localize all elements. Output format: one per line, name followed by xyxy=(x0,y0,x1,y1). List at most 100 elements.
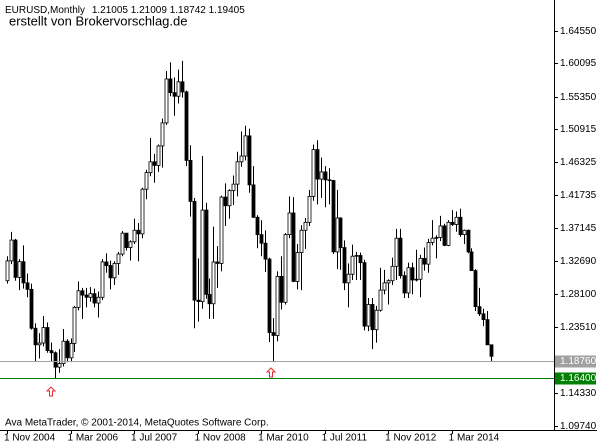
y-tick-label: 1.09740 xyxy=(560,421,597,432)
candle-body xyxy=(136,229,141,235)
plot xyxy=(5,60,494,378)
candle-body xyxy=(152,161,157,166)
candle-body xyxy=(442,225,447,246)
candle-body xyxy=(255,216,260,235)
candle-body xyxy=(33,327,38,346)
candle-body xyxy=(315,149,320,180)
candle-body xyxy=(370,304,375,331)
fractal-arrow xyxy=(45,386,57,397)
candle-body xyxy=(275,275,280,336)
candle-body xyxy=(243,135,248,157)
candle-body xyxy=(303,221,308,231)
candle-body xyxy=(247,135,252,186)
candle-body xyxy=(156,145,161,166)
candle-body xyxy=(430,237,435,243)
candle-body xyxy=(378,289,383,311)
watermark: erstellt von Brokervorschlag.de xyxy=(9,13,187,28)
candle-body xyxy=(271,332,276,336)
candle-body xyxy=(25,282,30,290)
candle-body xyxy=(128,241,133,248)
candle-body xyxy=(172,92,177,97)
candle-body xyxy=(13,239,18,278)
candle-body xyxy=(80,290,85,296)
candle-body xyxy=(402,275,407,294)
copyright: Ava MetaTrader, © 2001-2014, MetaQuotes … xyxy=(5,418,269,429)
candle-body xyxy=(251,184,256,218)
candle-body xyxy=(362,262,367,327)
candle-body xyxy=(489,344,494,357)
x-tick-label: 1 Nov 2008 xyxy=(195,433,247,444)
x-tick-label: 1 Nov 2004 xyxy=(4,433,56,444)
candle-body xyxy=(342,247,347,284)
candle-body xyxy=(104,261,109,266)
level-label-box xyxy=(555,355,596,368)
candle-body xyxy=(5,260,10,282)
candle-body xyxy=(49,350,54,354)
candle-body xyxy=(164,78,169,124)
candle-body xyxy=(477,306,482,315)
candle-body xyxy=(485,319,490,346)
candle-body xyxy=(469,251,474,272)
x-tick-label: 1 Mar 2010 xyxy=(258,433,309,444)
y-tick-label: 1.50915 xyxy=(560,124,597,135)
candle-body xyxy=(291,212,296,282)
candle-body xyxy=(263,242,268,260)
y-tick-label: 1.41735 xyxy=(560,190,597,201)
candle-body xyxy=(346,273,351,284)
candle-body xyxy=(414,278,419,281)
candle-body xyxy=(65,340,70,359)
candle-body xyxy=(283,234,288,303)
y-tick-label: 1.32690 xyxy=(560,256,597,267)
candle-body xyxy=(406,267,411,294)
candle-body xyxy=(207,293,212,305)
candle-body xyxy=(188,159,193,202)
candle-body xyxy=(69,342,74,359)
candle-body xyxy=(279,275,284,303)
candle-body xyxy=(160,122,165,147)
candle-body xyxy=(124,232,129,248)
candle-body xyxy=(422,257,427,265)
y-tick-label: 1.14330 xyxy=(560,388,597,399)
symbol: EURUSD,Monthly xyxy=(5,5,85,16)
last-high: 1.21009 xyxy=(131,5,168,16)
candle-body xyxy=(108,265,113,279)
chart-header: EURUSD,Monthly 1.21005 1.21009 1.18742 1… xyxy=(5,5,245,16)
candle-body xyxy=(184,91,189,161)
candle-body xyxy=(176,81,181,97)
candle-body xyxy=(311,149,316,197)
candle-body xyxy=(148,161,153,174)
fractal-arrow xyxy=(265,367,277,378)
candle-body xyxy=(458,216,463,235)
candle-body xyxy=(215,261,220,264)
candle-body xyxy=(219,196,224,264)
candle-body xyxy=(72,306,77,344)
x-tick-label: 1 Mar 2006 xyxy=(68,433,119,444)
candle-body xyxy=(350,255,355,275)
y-tick-label: 1.64550 xyxy=(560,26,597,37)
x-tick-label: 1 Jul 2007 xyxy=(131,433,178,444)
y-tick-label: 1.28100 xyxy=(560,289,597,300)
candle-body xyxy=(239,155,244,163)
candle-body xyxy=(227,190,232,207)
candle-body xyxy=(116,253,121,264)
candle-body xyxy=(358,255,363,264)
candle-body xyxy=(382,282,387,291)
candle-body xyxy=(466,229,471,253)
candle-body xyxy=(223,196,228,207)
candle-body xyxy=(92,293,97,304)
candle-body xyxy=(140,188,145,235)
candle-body xyxy=(96,296,101,304)
candle-body xyxy=(319,171,324,180)
candle-body xyxy=(390,265,395,282)
candle-body xyxy=(410,267,415,281)
candle-body xyxy=(446,221,451,246)
x-tick-label: 1 Jul 2011 xyxy=(322,433,368,444)
x-tick-label: 1 Mar 2014 xyxy=(449,433,500,444)
candle-body xyxy=(473,270,478,308)
last-open: 1.21005 xyxy=(92,5,129,16)
candle-body xyxy=(335,217,340,253)
y-tick-label: 1.23510 xyxy=(560,322,597,333)
level-label: 1.16400 xyxy=(560,373,597,384)
candle-body xyxy=(299,229,304,253)
candle-body xyxy=(17,261,22,278)
